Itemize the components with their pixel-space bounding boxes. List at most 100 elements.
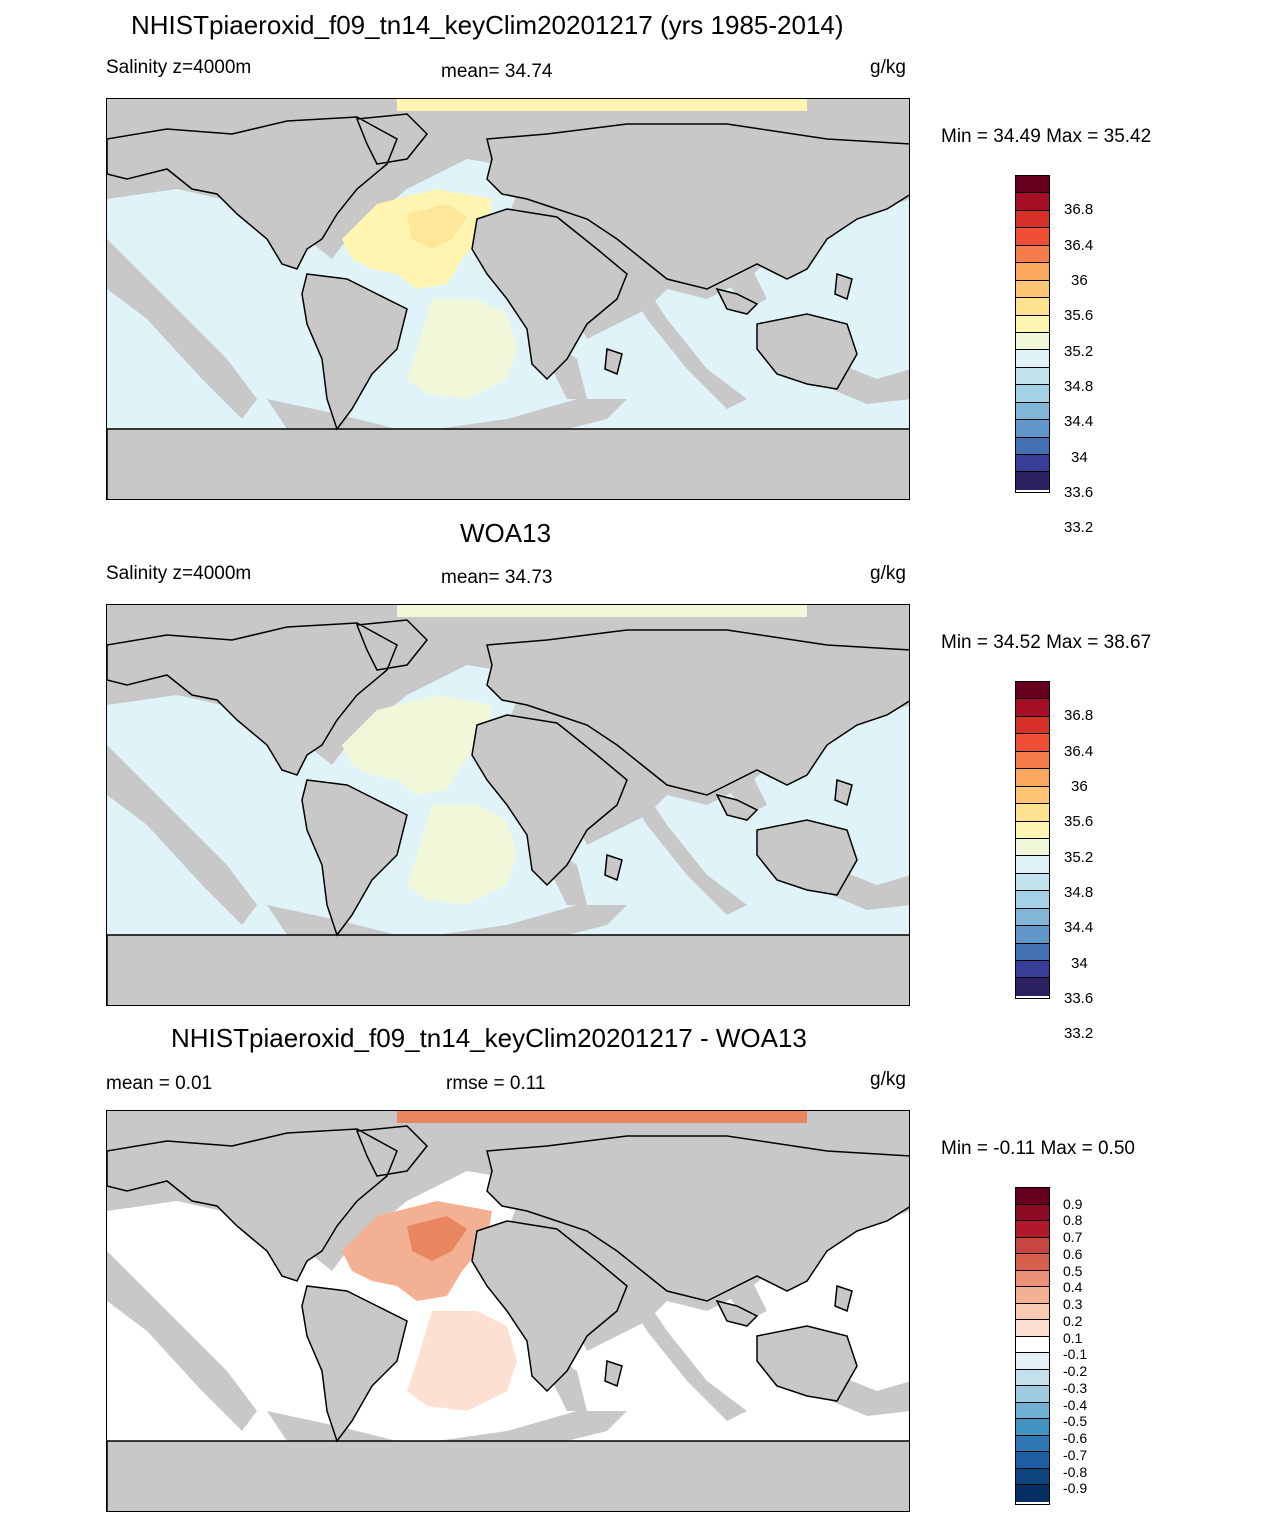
colorbar-swatch [1016,1435,1049,1453]
panel2-mean-label: mean= 34.73 [441,567,553,588]
panel1-variable-label: Salinity z=4000m [106,57,252,78]
colorbar-swatch [1016,210,1049,229]
colorbar-tick-label: -0.8 [1063,1463,1088,1480]
colorbar-tick-label: 0.9 [1063,1195,1083,1212]
colorbar-tick-label: 36.8 [1064,707,1094,725]
colorbar-tick-label: -0.9 [1063,1480,1088,1497]
colorbar-swatch [1016,943,1049,961]
colorbar-swatch [1016,1254,1049,1271]
colorbar-tick-label: 35.6 [1064,813,1094,831]
colorbar-swatch [1016,699,1049,717]
colorbar-swatch [1016,716,1049,735]
colorbar-swatch [1016,1221,1049,1238]
colorbar-swatch [1016,1270,1049,1288]
colorbar-tick-label: 33.2 [1064,519,1094,537]
colorbar-tick-label: 0.3 [1063,1296,1083,1313]
panel2-colorbar [1015,681,1050,999]
colorbar-swatch [1016,280,1049,299]
panel3-colorbar [1015,1187,1050,1505]
panel1-minmax-label: Min = 34.49 Max = 35.42 [941,126,1152,147]
colorbar-swatch [1016,437,1049,455]
colorbar-swatch [1016,682,1049,700]
colorbar-swatch [1016,804,1049,822]
colorbar-swatch [1016,1287,1049,1304]
colorbar-tick-label: 36.4 [1064,742,1094,760]
colorbar-tick-label: 0.7 [1063,1229,1083,1246]
colorbar-swatch [1016,385,1049,403]
colorbar-swatch [1016,1485,1049,1502]
colorbar-swatch [1016,1369,1049,1387]
colorbar-swatch [1016,856,1049,874]
colorbar-swatch [1016,455,1049,473]
colorbar-tick-label: -0.7 [1063,1446,1088,1463]
colorbar-swatch [1016,193,1049,211]
panel3-units-label: g/kg [870,1069,906,1090]
panel1-arctic-anomaly [397,99,807,111]
colorbar-swatch [1016,332,1049,351]
colorbar-swatch [1016,734,1049,752]
colorbar-tick-label: -0.2 [1063,1363,1088,1380]
colorbar-swatch [1016,1336,1049,1354]
panel1-title: NHISTpiaeroxid_f09_tn14_keyClim20201217 … [131,10,844,40]
colorbar-tick-label: 0.5 [1063,1262,1083,1279]
colorbar-tick-label: 33.6 [1064,990,1094,1007]
colorbar-swatch [1016,1468,1049,1486]
colorbar-swatch [1016,961,1049,979]
panel3-rmse-label: rmse = 0.11 [446,1073,546,1094]
colorbar-swatch [1016,1353,1049,1370]
colorbar-tick-label: 0.1 [1063,1329,1083,1346]
panel2-units-label: g/kg [870,563,906,584]
colorbar-swatch [1016,908,1049,927]
colorbar-tick-label: 35.2 [1064,848,1094,866]
colorbar-tick-label: 34 [1071,954,1088,972]
colorbar-swatch [1016,769,1049,787]
colorbar-swatch [1016,1237,1049,1255]
colorbar-swatch [1016,1386,1049,1403]
colorbar-tick-label: 36.8 [1064,201,1094,219]
colorbar-tick-label: 33.6 [1064,484,1094,501]
panel3-minmax-label: Min = -0.11 Max = 0.50 [941,1138,1135,1159]
colorbar-tick-label: 35.2 [1064,342,1094,360]
colorbar-swatch [1016,873,1049,892]
colorbar-swatch [1016,367,1049,386]
panel2-title: WOA13 [460,518,552,548]
colorbar-tick-label: 33.2 [1064,1025,1094,1043]
panel3-arctic-anomaly [397,1111,807,1123]
colorbar-swatch [1016,263,1049,281]
panel3-map [106,1110,910,1512]
panel1-map [106,98,910,500]
colorbar-swatch [1016,245,1049,264]
panel1-units-label: g/kg [870,57,906,78]
colorbar-swatch [1016,176,1049,194]
panel1-colorbar [1015,175,1050,493]
panel2-minmax-label: Min = 34.52 Max = 38.67 [941,632,1152,653]
colorbar-tick-label: 34.8 [1064,378,1094,395]
colorbar-tick-label: 36 [1071,272,1088,289]
colorbar-swatch [1016,1402,1049,1420]
colorbar-swatch [1016,891,1049,909]
colorbar-tick-label: 0.4 [1063,1279,1083,1296]
colorbar-swatch [1016,350,1049,368]
colorbar-tick-label: 0.6 [1063,1245,1083,1262]
colorbar-swatch [1016,751,1049,770]
colorbar-tick-label: 36 [1071,778,1088,795]
colorbar-tick-label: -0.3 [1063,1379,1088,1396]
colorbar-swatch [1016,1320,1049,1337]
colorbar-tick-label: 34.4 [1064,413,1094,431]
colorbar-tick-label: 0.8 [1063,1212,1083,1229]
colorbar-swatch [1016,315,1049,333]
colorbar-tick-label: 34 [1071,448,1088,466]
colorbar-tick-label: -0.6 [1063,1430,1088,1447]
colorbar-swatch [1016,1452,1049,1469]
colorbar-swatch [1016,821,1049,839]
colorbar-swatch [1016,1188,1049,1205]
colorbar-swatch [1016,298,1049,316]
colorbar-swatch [1016,978,1049,996]
panel3-title: NHISTpiaeroxid_f09_tn14_keyClim20201217 … [171,1023,807,1053]
colorbar-tick-label: -0.4 [1063,1396,1088,1413]
colorbar-swatch [1016,838,1049,857]
colorbar-tick-label: 34.4 [1064,919,1094,937]
colorbar-swatch [1016,1419,1049,1436]
colorbar-swatch [1016,926,1049,944]
panel2-map [106,604,910,1006]
